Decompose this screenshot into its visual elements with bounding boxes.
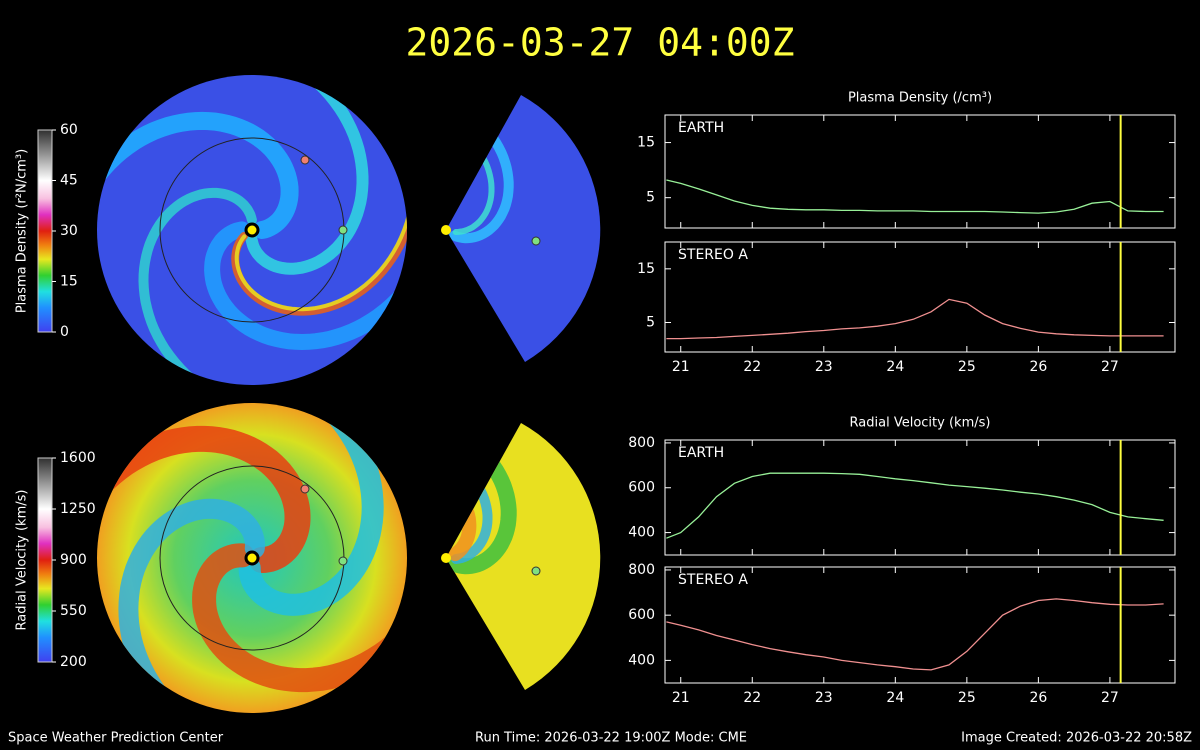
y-tick-label: 600 <box>628 607 655 623</box>
y-tick-label: 5 <box>646 314 655 330</box>
x-tick-label: 27 <box>1101 690 1119 706</box>
series-line <box>666 298 1164 340</box>
y-tick-label: 600 <box>628 480 655 496</box>
velocity-disk <box>97 403 407 713</box>
colorbar-label: Plasma Density (r²N/cm³) <box>15 149 30 313</box>
series-line <box>666 598 1164 671</box>
x-tick-label: 25 <box>958 690 976 706</box>
colorbar-tick-label: 1600 <box>60 450 96 466</box>
colorbar-tick-label: 0 <box>60 324 69 340</box>
y-tick-label: 800 <box>628 562 655 578</box>
chart-title: Radial Velocity (km/s) <box>850 416 991 431</box>
panel-label: STEREO A <box>678 572 748 588</box>
chart-title: Plasma Density (/cm³) <box>848 91 992 106</box>
page-title: 2026-03-27 04:00Z <box>406 21 795 65</box>
y-tick-label: 800 <box>628 435 655 451</box>
footer-left: Space Weather Prediction Center <box>8 731 224 746</box>
panel-frame <box>664 114 1176 229</box>
panel-label: STEREO A <box>678 247 748 263</box>
spiral-band <box>446 95 514 244</box>
colorbar <box>37 457 53 663</box>
x-tick-label: 25 <box>958 359 976 375</box>
x-tick-label: 27 <box>1101 359 1119 375</box>
x-tick-label: 26 <box>1029 690 1047 706</box>
panel-label: EARTH <box>678 445 724 461</box>
x-tick-label: 22 <box>743 690 761 706</box>
x-tick-label: 26 <box>1029 359 1047 375</box>
series-line <box>666 472 1164 539</box>
colorbar <box>37 129 53 333</box>
spiral-band <box>446 423 517 575</box>
panel-frame <box>664 439 1176 556</box>
colorbar-tick-label: 60 <box>60 122 78 138</box>
y-tick-label: 400 <box>628 652 655 668</box>
colorbar-tick-label: 30 <box>60 223 78 239</box>
colorbar-tick-label: 1250 <box>60 501 96 517</box>
spiral-band <box>446 461 477 648</box>
density-disk <box>97 75 407 385</box>
y-tick-label: 15 <box>637 261 655 277</box>
x-tick-label: 23 <box>815 690 833 706</box>
x-tick-label: 21 <box>672 690 690 706</box>
x-tick-label: 24 <box>886 359 904 375</box>
panel-label: EARTH <box>678 120 724 136</box>
x-tick-label: 24 <box>886 690 904 706</box>
footer-right: Image Created: 2026-03-22 20:58Z <box>961 731 1192 746</box>
x-tick-label: 23 <box>815 359 833 375</box>
footer-center: Run Time: 2026-03-22 19:00Z Mode: CME <box>475 731 747 746</box>
panel-frame <box>664 241 1176 353</box>
colorbar-tick-label: 15 <box>60 274 78 290</box>
y-tick-label: 400 <box>628 525 655 541</box>
y-tick-label: 5 <box>646 190 655 206</box>
panel-frame <box>664 566 1176 684</box>
colorbar-tick-label: 200 <box>60 654 87 670</box>
spiral-band <box>234 94 407 312</box>
colorbar-tick-label: 45 <box>60 173 78 189</box>
colorbar-tick-label: 900 <box>60 552 87 568</box>
colorbar-tick-label: 550 <box>60 603 87 619</box>
y-tick-label: 15 <box>637 135 655 151</box>
colorbar-label: Radial Velocity (km/s) <box>15 490 30 631</box>
series-line <box>666 179 1164 214</box>
x-tick-label: 21 <box>672 359 690 375</box>
x-tick-label: 22 <box>743 359 761 375</box>
